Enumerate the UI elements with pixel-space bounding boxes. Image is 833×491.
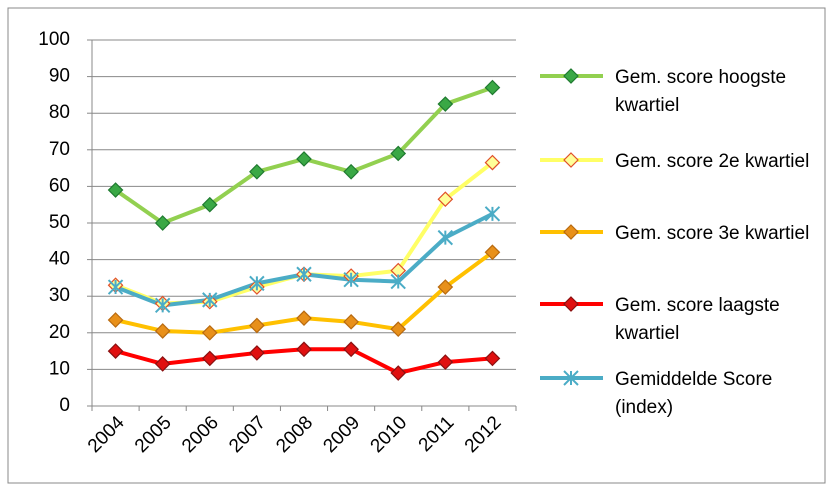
marker bbox=[107, 343, 124, 359]
marker bbox=[343, 313, 359, 330]
marker bbox=[343, 272, 359, 288]
legend-label: Gem. score hoogste kwartiel bbox=[615, 67, 787, 116]
y-tick-label: 0 bbox=[59, 395, 70, 416]
marker bbox=[201, 324, 218, 341]
marker bbox=[563, 68, 579, 84]
marker bbox=[296, 151, 312, 167]
marker bbox=[437, 279, 454, 295]
legend-label: Gem. score 2e kwartiel bbox=[615, 151, 810, 172]
marker bbox=[390, 321, 407, 337]
y-tick-label: 30 bbox=[49, 285, 70, 306]
marker bbox=[563, 152, 579, 168]
marker bbox=[437, 229, 454, 246]
y-tick-label: 80 bbox=[49, 102, 70, 123]
legend-label: Gem. score laagste kwartiel bbox=[615, 295, 780, 344]
marker bbox=[484, 350, 501, 367]
marker bbox=[107, 182, 124, 198]
marker bbox=[437, 354, 454, 370]
marker bbox=[563, 370, 579, 386]
marker bbox=[437, 191, 454, 208]
marker bbox=[154, 323, 171, 339]
y-tick-label: 60 bbox=[49, 175, 70, 196]
marker bbox=[249, 163, 265, 180]
marker bbox=[484, 206, 501, 222]
marker bbox=[390, 365, 407, 381]
marker bbox=[296, 341, 312, 358]
y-tick-label: 50 bbox=[49, 212, 70, 233]
y-tick-label: 10 bbox=[49, 358, 70, 379]
marker bbox=[484, 244, 501, 261]
y-tick-label: 90 bbox=[49, 66, 70, 87]
marker bbox=[563, 224, 579, 240]
marker bbox=[201, 196, 218, 213]
y-tick-label: 70 bbox=[49, 139, 70, 160]
marker bbox=[249, 317, 265, 334]
marker bbox=[249, 275, 265, 292]
marker bbox=[343, 163, 359, 180]
marker bbox=[484, 154, 501, 171]
marker bbox=[484, 79, 501, 96]
marker bbox=[343, 341, 359, 358]
marker bbox=[390, 145, 407, 162]
marker bbox=[296, 310, 312, 327]
marker bbox=[437, 96, 454, 112]
y-tick-label: 20 bbox=[49, 322, 70, 343]
legend-label: Gem. score 3e kwartiel bbox=[615, 223, 810, 244]
marker bbox=[201, 350, 218, 367]
marker bbox=[154, 297, 171, 314]
marker bbox=[296, 266, 312, 282]
legend-label: Gemiddelde Score (index) bbox=[615, 369, 773, 418]
marker bbox=[154, 215, 171, 231]
y-tick-label: 100 bbox=[38, 29, 70, 50]
y-tick-label: 40 bbox=[49, 249, 70, 270]
marker bbox=[390, 273, 406, 290]
marker bbox=[249, 345, 265, 361]
marker bbox=[107, 279, 124, 295]
marker bbox=[154, 356, 171, 372]
marker bbox=[107, 312, 124, 328]
marker bbox=[563, 296, 579, 312]
marker bbox=[202, 292, 218, 308]
